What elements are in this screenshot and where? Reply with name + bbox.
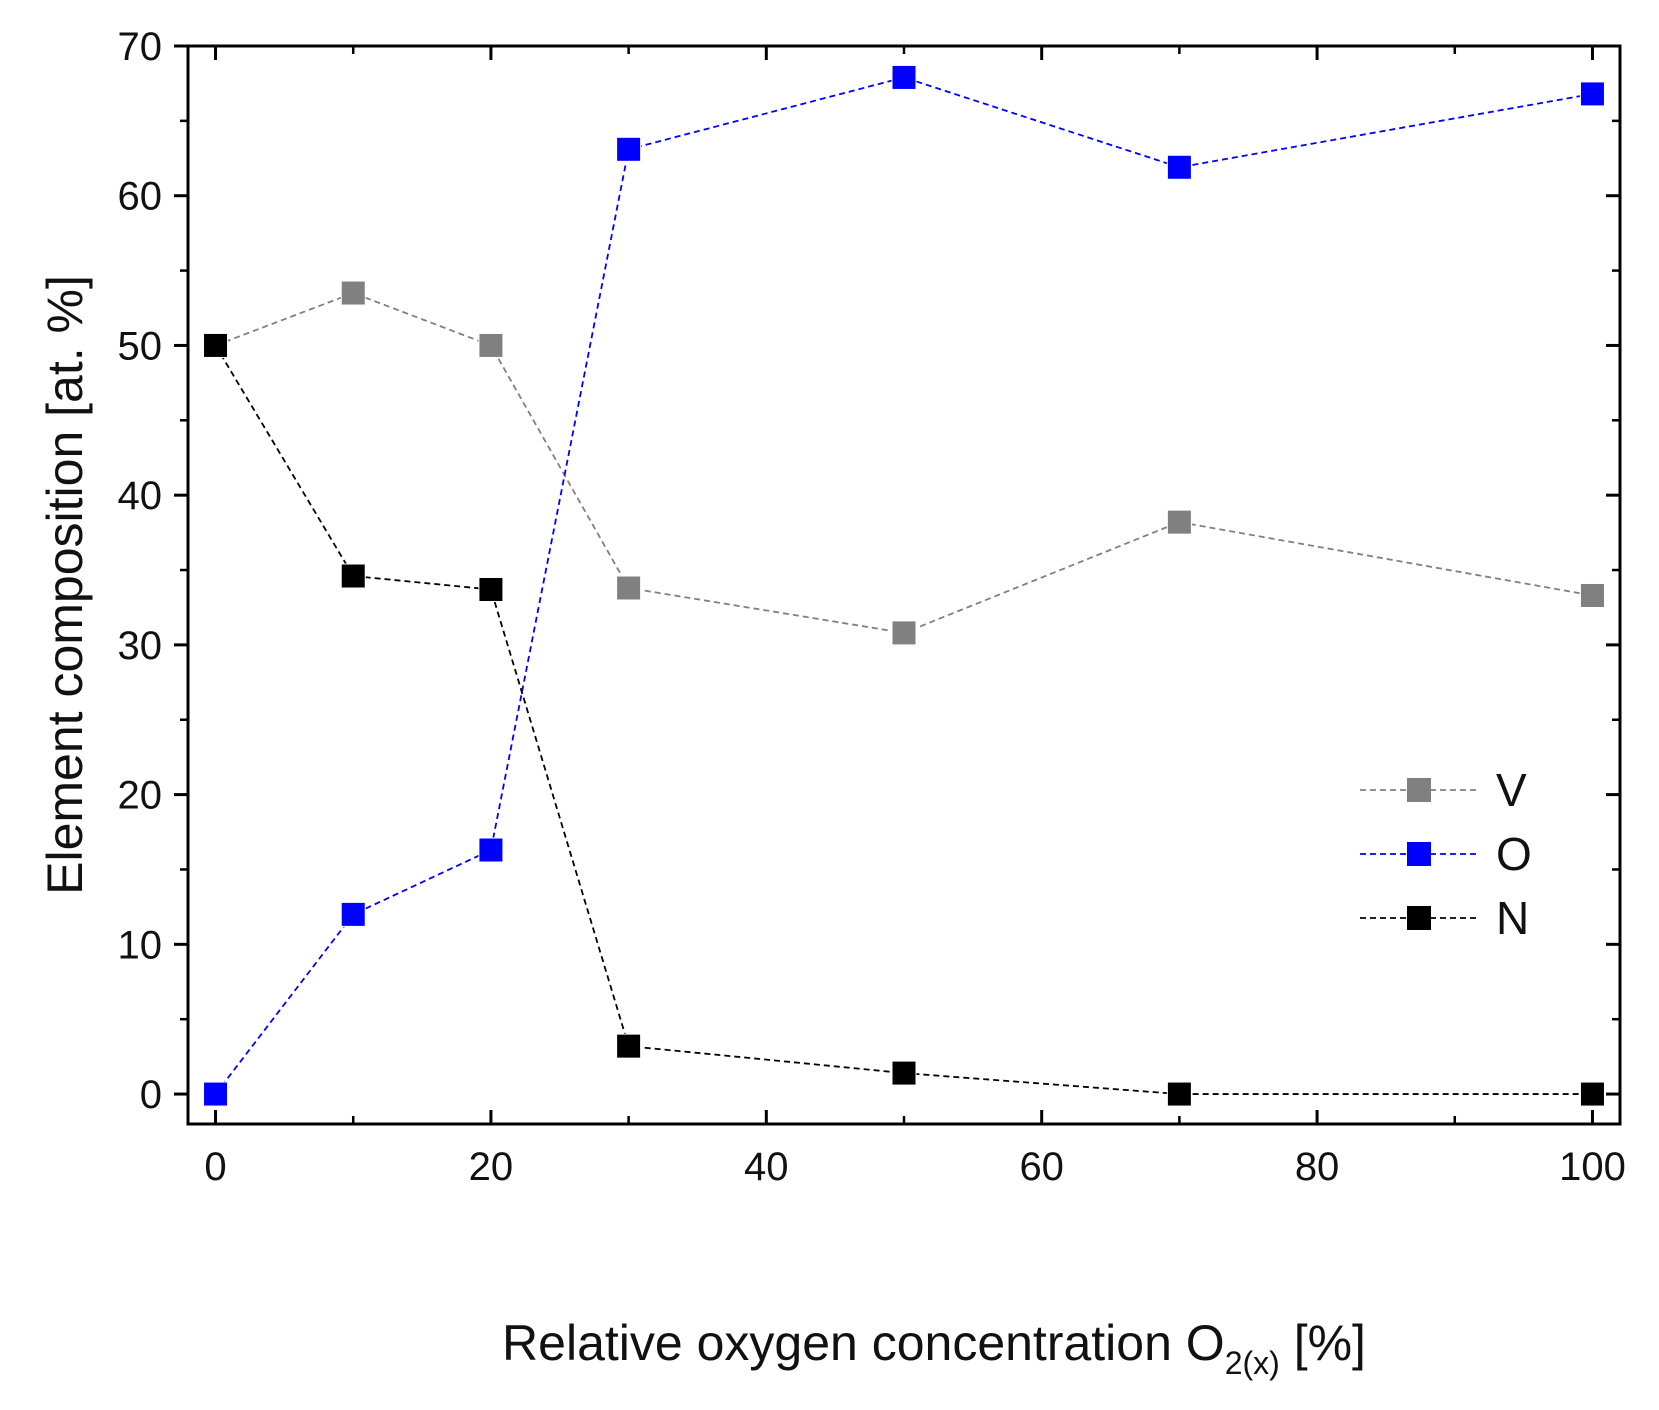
x-axis-title-subscript: 2(x) [1225, 1345, 1280, 1381]
data-point-O [1166, 154, 1192, 180]
x-axis-title-suffix: [%] [1280, 1315, 1366, 1371]
y-tick-label: 20 [118, 774, 163, 818]
y-tick-label: 70 [118, 25, 163, 69]
data-point-N [340, 563, 366, 589]
x-tick-label: 80 [1295, 1145, 1340, 1189]
data-point-O [1579, 81, 1605, 107]
y-tick-labels: 0 10 20 30 40 50 60 70 [118, 25, 163, 1117]
data-point-O [340, 901, 366, 927]
data-point-V [1166, 509, 1192, 535]
legend-label: O [1496, 828, 1532, 880]
series-O [203, 64, 1605, 1107]
data-point-N [1166, 1081, 1192, 1107]
y-tick-label: 40 [118, 474, 163, 518]
legend-label: N [1496, 892, 1529, 944]
data-point-O [616, 136, 642, 162]
data-point-N [891, 1060, 917, 1086]
legend-item-V: V [1360, 764, 1527, 816]
plot-area-frame [186, 44, 1622, 1126]
data-point-V [340, 280, 366, 306]
series-layer [203, 64, 1605, 1107]
y-tick-label: 50 [118, 324, 163, 368]
data-point-N [1579, 1081, 1605, 1107]
data-point-N [616, 1033, 642, 1059]
legend-marker [1407, 906, 1431, 930]
data-point-V [478, 332, 504, 358]
legend-label: V [1496, 764, 1527, 816]
y-tick-label: 30 [118, 624, 163, 668]
axis-ticks [174, 44, 1620, 1124]
legend: VON [1360, 764, 1532, 944]
series-V [203, 280, 1605, 646]
data-point-V [891, 620, 917, 646]
x-tick-label: 60 [1019, 1145, 1064, 1189]
series-line-N [214, 344, 1593, 1095]
data-point-V [616, 575, 642, 601]
x-tick-label: 100 [1559, 1145, 1626, 1189]
data-point-O [203, 1081, 229, 1107]
series-line-O [214, 76, 1593, 1095]
x-tick-label: 0 [204, 1145, 226, 1189]
legend-item-O: O [1360, 828, 1532, 880]
data-point-O [478, 837, 504, 863]
legend-marker [1407, 778, 1431, 802]
y-tick-label: 10 [118, 923, 163, 967]
series-N [203, 332, 1605, 1107]
series-line-V [215, 292, 1593, 634]
x-tick-labels: 0 20 40 60 80 100 [204, 1145, 1625, 1189]
x-tick-label: 20 [469, 1145, 514, 1189]
data-point-V [1579, 582, 1605, 608]
y-tick-label: 0 [140, 1073, 162, 1117]
data-point-N [203, 332, 229, 358]
legend-marker [1407, 842, 1431, 866]
x-axis-title: Relative oxygen concentration O2(x) [%] [502, 1315, 1366, 1381]
data-point-O [891, 64, 917, 90]
y-tick-label: 60 [118, 175, 163, 219]
x-tick-label: 40 [744, 1145, 789, 1189]
data-point-N [478, 576, 504, 602]
legend-item-N: N [1360, 892, 1529, 944]
x-axis-title-main: Relative oxygen concentration O [502, 1315, 1225, 1371]
y-axis-title: Element composition [at. %] [37, 275, 93, 895]
